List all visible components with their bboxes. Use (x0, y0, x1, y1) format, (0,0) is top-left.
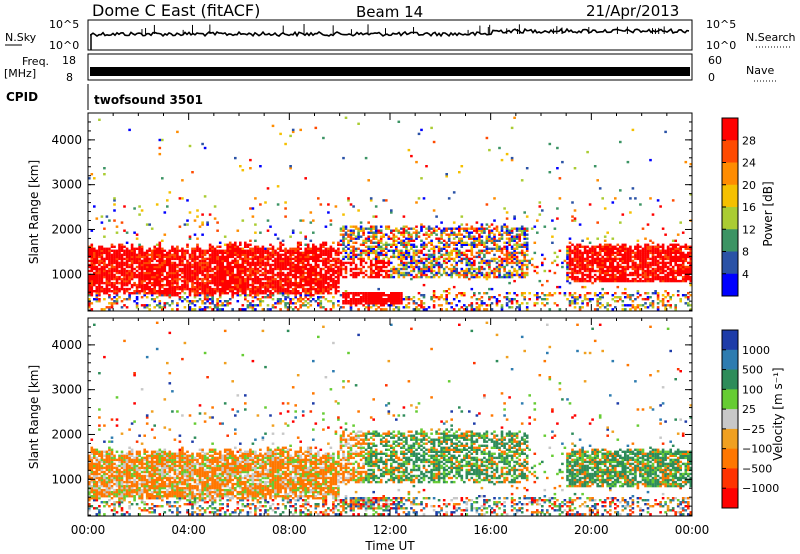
nsky-strip: N.Sky 10^5 10^0 10^5 10^0 N.Search (5, 18, 796, 52)
power-colorbar: 28 24 20 16 12 8 4 (721, 117, 756, 297)
freq-strip: Freq. [MHz] 18 8 60 0 Nave (4, 53, 776, 84)
velocity-panel: 1000 2000 3000 4000 00:00 04:00 08:00 12:00 16:0… (27, 317, 785, 553)
colorbar-segment (722, 448, 738, 469)
colorbar-segment (722, 140, 738, 163)
colorbar-tick-label: 28 (742, 134, 756, 147)
colorbar-segment (722, 488, 738, 509)
x-tick-label: 00:00 (675, 523, 710, 537)
colorbar-segment (722, 330, 738, 351)
colorbar-tick-label: 12 (742, 223, 756, 236)
figure-title: Dome C East (fitACF) (92, 1, 260, 20)
y-tick-label: 3000 (51, 383, 82, 397)
date-label: 21/Apr/2013 (586, 2, 679, 20)
velocity-colorbar: 1000 500 100 25 −25 −100 −500 −1000 (721, 329, 779, 509)
colorbar-segment (722, 207, 738, 230)
freq-tick-top: 18 (62, 54, 76, 67)
colorbar-tick-label: 16 (742, 201, 756, 214)
colorbar-segment (722, 349, 738, 371)
colorbar-segment (722, 118, 738, 141)
x-tick-label: 04:00 (171, 523, 206, 537)
power-axes: 1000 2000 3000 4000 (51, 113, 693, 311)
colorbar-segment (722, 428, 738, 450)
freq-tick-bottom: 8 (66, 71, 73, 84)
power-panel: 1000 2000 3000 4000 Slant Range [km] 28 24 20… (27, 112, 775, 312)
nsky-label: N.Sky (5, 31, 37, 44)
colorbar-tick-label: 1000 (742, 344, 770, 357)
power-scatter-data (88, 116, 693, 311)
y-tick-label: 1000 (51, 267, 82, 281)
freq-label: Freq. (22, 55, 49, 68)
colorbar-segment (722, 409, 738, 430)
y-tick-label: 1000 (51, 472, 82, 486)
colorbar-tick-label: 20 (742, 179, 756, 192)
power-colorbar-label: Power [dB] (761, 181, 775, 246)
colorbar-tick-label: 500 (742, 364, 763, 377)
colorbar-tick-label: 100 (742, 383, 763, 396)
colorbar-tick-label: 8 (742, 246, 749, 259)
y-tick-label: 3000 (51, 178, 82, 192)
colorbar-segment (722, 184, 738, 208)
colorbar-tick-label: 25 (742, 403, 756, 416)
colorbar-tick-label: −500 (742, 462, 772, 475)
y-tick-label: 2000 (51, 222, 82, 236)
y-tick-label: 4000 (51, 133, 82, 147)
colorbar-tick-label: −25 (742, 423, 765, 436)
x-tick-label: 16:00 (473, 523, 508, 537)
power-y-axis-label: Slant Range [km] (27, 160, 41, 264)
y-tick-label: 4000 (51, 338, 82, 352)
colorbar-tick-label: 4 (742, 268, 749, 281)
velocity-scatter-data (88, 321, 693, 516)
nsearch-label: N.Search (746, 31, 796, 44)
nave-tick-top: 60 (708, 54, 722, 67)
x-tick-label: 12:00 (373, 523, 408, 537)
cpid-strip: CPID twofsound 3501 (6, 84, 203, 110)
velocity-axes: 1000 2000 3000 4000 00:00 04:00 08:00 12:00 16:0… (51, 318, 709, 537)
y-tick-label: 2000 (51, 427, 82, 441)
nsky-tick-bottom: 10^0 (49, 39, 79, 52)
cpid-value: twofsound 3501 (94, 93, 203, 107)
nsearch-tick-bottom: 10^0 (706, 39, 736, 52)
nsky-tick-top: 10^5 (49, 18, 79, 31)
freq-unit: [MHz] (4, 67, 36, 80)
nave-label: Nave (746, 64, 774, 77)
colorbar-tick-label: −1000 (742, 482, 779, 495)
x-tick-label: 00:00 (71, 523, 106, 537)
colorbar-segment (722, 229, 738, 252)
colorbar-segment (722, 468, 738, 489)
colorbar-segment (722, 369, 738, 390)
velocity-colorbar-label: Velocity [m s⁻¹] (771, 367, 785, 460)
colorbar-segment (722, 273, 738, 297)
x-tick-label: 20:00 (574, 523, 609, 537)
x-tick-label: 08:00 (272, 523, 307, 537)
colorbar-segment (722, 251, 738, 275)
colorbar-segment (722, 389, 738, 410)
beam-label: Beam 14 (356, 3, 423, 21)
velocity-y-axis-label: Slant Range [km] (27, 365, 41, 469)
nsearch-tick-top: 10^5 (706, 18, 736, 31)
freq-trace (90, 67, 690, 76)
colorbar-segment (722, 162, 738, 186)
colorbar-tick-label: −100 (742, 443, 772, 456)
x-axis-label: Time UT (364, 539, 415, 553)
nsky-trace (90, 24, 690, 50)
colorbar-tick-label: 24 (742, 157, 756, 170)
nave-tick-bottom: 0 (708, 71, 715, 84)
cpid-label: CPID (6, 90, 38, 104)
